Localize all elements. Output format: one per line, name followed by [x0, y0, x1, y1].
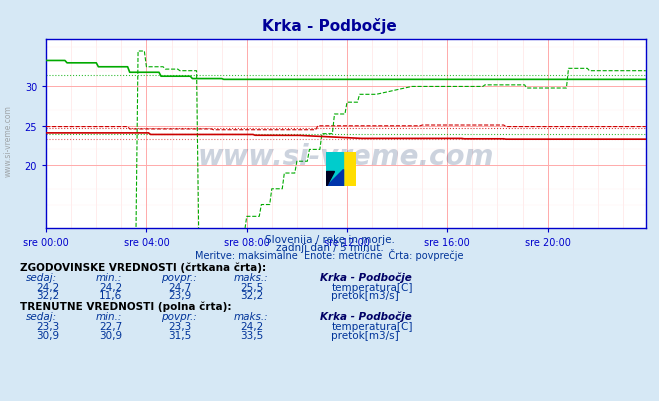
Text: maks.:: maks.: [234, 273, 269, 283]
Text: Meritve: maksimalne  Enote: metrične  Črta: povprečje: Meritve: maksimalne Enote: metrične Črta… [195, 249, 464, 261]
Text: 24,7: 24,7 [168, 282, 191, 292]
Text: temperatura[C]: temperatura[C] [331, 282, 413, 292]
Text: temperatura[C]: temperatura[C] [331, 321, 413, 331]
Text: Krka - Podbočje: Krka - Podbočje [262, 18, 397, 34]
Text: maks.:: maks.: [234, 311, 269, 321]
Text: Slovenija / reke in morje.: Slovenija / reke in morje. [264, 235, 395, 245]
Polygon shape [326, 152, 343, 186]
Text: 24,2: 24,2 [99, 282, 122, 292]
Text: 22,7: 22,7 [99, 321, 122, 331]
Text: pretok[m3/s]: pretok[m3/s] [331, 330, 399, 340]
Text: 33,5: 33,5 [241, 330, 264, 340]
Text: Krka - Podbočje: Krka - Podbočje [320, 310, 411, 321]
Text: povpr.:: povpr.: [161, 273, 197, 283]
Text: 25,5: 25,5 [241, 282, 264, 292]
Text: www.si-vreme.com: www.si-vreme.com [198, 143, 494, 171]
Text: 23,3: 23,3 [36, 321, 59, 331]
Text: 24,2: 24,2 [36, 282, 59, 292]
Text: min.:: min.: [96, 311, 122, 321]
Text: pretok[m3/s]: pretok[m3/s] [331, 291, 399, 301]
Text: min.:: min.: [96, 273, 122, 283]
Text: 23,3: 23,3 [168, 321, 191, 331]
Text: 24,2: 24,2 [241, 321, 264, 331]
Text: 32,2: 32,2 [36, 291, 59, 301]
Text: 30,9: 30,9 [36, 330, 59, 340]
Text: www.si-vreme.com: www.si-vreme.com [3, 105, 13, 176]
Text: 23,9: 23,9 [168, 291, 191, 301]
Text: 31,5: 31,5 [168, 330, 191, 340]
Text: zadnji dan / 5 minut.: zadnji dan / 5 minut. [275, 243, 384, 253]
Polygon shape [326, 169, 343, 186]
Text: TRENUTNE VREDNOSTI (polna črta):: TRENUTNE VREDNOSTI (polna črta): [20, 301, 231, 312]
Polygon shape [326, 171, 333, 186]
Text: povpr.:: povpr.: [161, 311, 197, 321]
Polygon shape [326, 152, 356, 186]
Text: Krka - Podbočje: Krka - Podbočje [320, 272, 411, 283]
Text: 11,6: 11,6 [99, 291, 122, 301]
Text: 30,9: 30,9 [99, 330, 122, 340]
Text: 32,2: 32,2 [241, 291, 264, 301]
Text: sedaj:: sedaj: [26, 311, 57, 321]
Text: ZGODOVINSKE VREDNOSTI (črtkana črta):: ZGODOVINSKE VREDNOSTI (črtkana črta): [20, 262, 266, 273]
Text: sedaj:: sedaj: [26, 273, 57, 283]
